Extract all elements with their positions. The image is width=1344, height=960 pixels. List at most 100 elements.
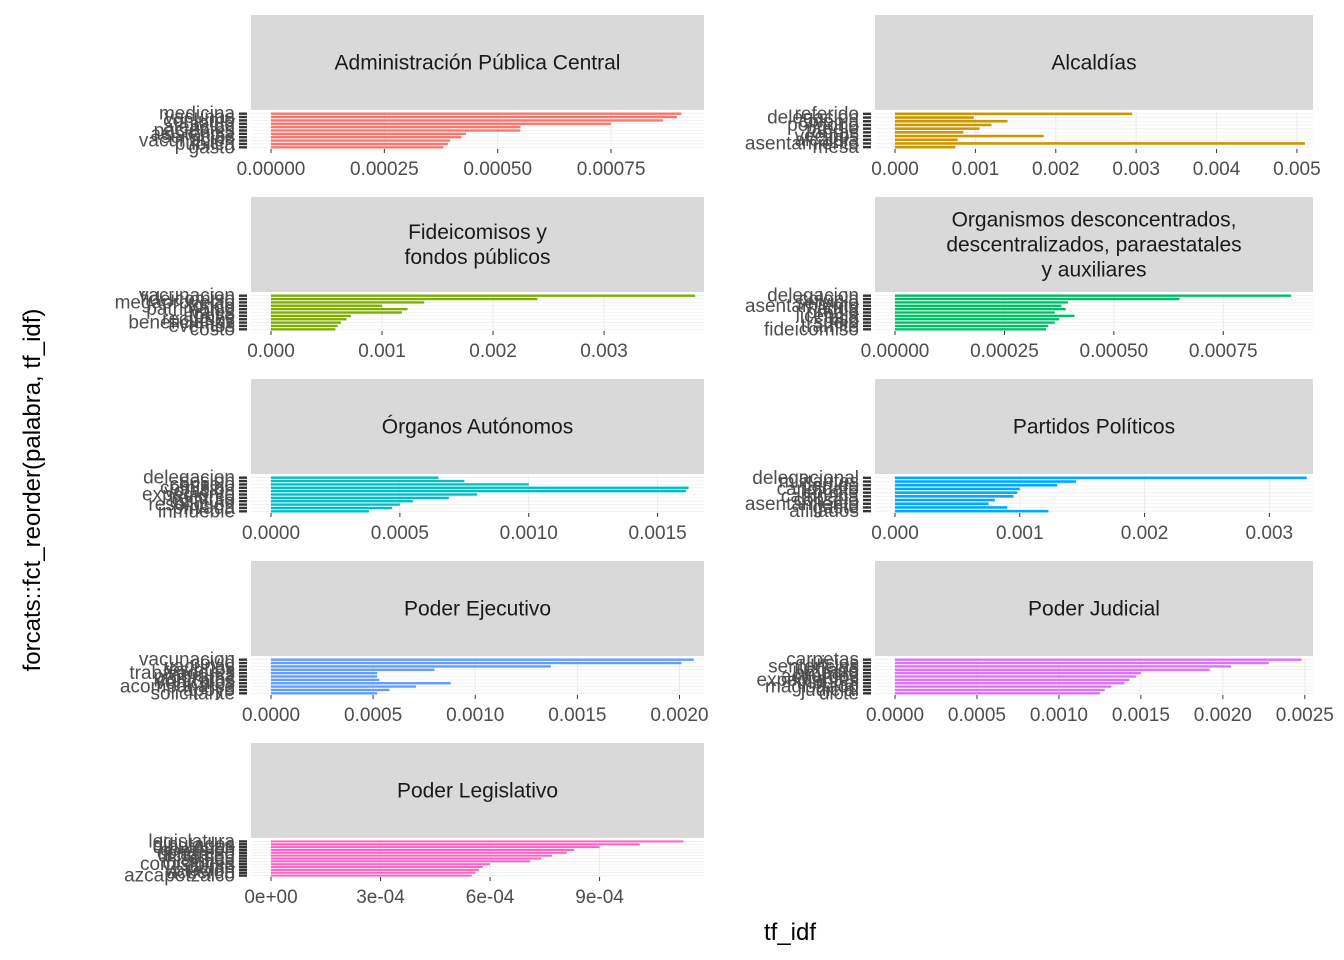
facet-title: Organismos desconcentrados, descentraliza… bbox=[946, 209, 1241, 282]
x-tick-label: 0.00025 bbox=[970, 341, 1039, 362]
x-tick-label: 0.002 bbox=[1032, 159, 1080, 180]
bar bbox=[895, 487, 1020, 491]
x-tick-label: 0.003 bbox=[1246, 523, 1294, 544]
y-tick-label: agua bbox=[817, 299, 860, 320]
x-tick-label: 0.0020 bbox=[1194, 705, 1252, 726]
facet-8: Poder Judicialcarpetasjuiciossentenciasj… bbox=[757, 561, 1334, 726]
bar bbox=[895, 145, 956, 149]
facet-7: Poder Ejecutivo vacunacioncovidvacunasres… bbox=[120, 561, 709, 726]
y-tick-label: votacion bbox=[164, 481, 235, 502]
x-tick-label: 0.00025 bbox=[350, 159, 419, 180]
bar bbox=[271, 132, 466, 136]
facet-1: Administración Pública Centralmedicinava… bbox=[139, 15, 704, 180]
x-tick-label: 0.000 bbox=[871, 523, 919, 544]
y-tick-label: comision bbox=[160, 840, 235, 861]
facet-title: Poder Judicial bbox=[1028, 598, 1160, 621]
x-tick-label: 0.0010 bbox=[1030, 705, 1088, 726]
y-tick-label: vehiculos bbox=[156, 673, 235, 694]
x-tick-label: 0.0015 bbox=[1112, 705, 1170, 726]
x-tick-label: 0e+00 bbox=[244, 887, 297, 908]
y-tick-label: colonia bbox=[799, 289, 860, 310]
y-tick-label: vacunacion bbox=[139, 131, 235, 152]
bar bbox=[895, 668, 1210, 671]
bar bbox=[895, 318, 1060, 321]
bar bbox=[271, 682, 451, 685]
y-tick-label: solicitante bbox=[151, 683, 236, 704]
facet-title: Partidos Políticos bbox=[1013, 416, 1175, 439]
facet-strip bbox=[875, 197, 1313, 292]
bar bbox=[271, 848, 575, 851]
y-tick-label: fideicomiso bbox=[140, 289, 235, 310]
y-tick-label: comision bbox=[160, 478, 235, 499]
bar bbox=[271, 301, 425, 304]
bar bbox=[271, 304, 383, 307]
bar bbox=[271, 489, 686, 493]
y-tick-label: comite bbox=[803, 483, 859, 504]
y-tick-label: sentencias bbox=[768, 656, 859, 677]
y-tick-label: atencion bbox=[163, 117, 235, 138]
bar bbox=[271, 307, 408, 311]
bar bbox=[895, 112, 1133, 116]
bar bbox=[271, 142, 448, 146]
bar bbox=[895, 328, 1047, 331]
y-tick-label: punto bbox=[187, 857, 235, 878]
bar bbox=[895, 119, 1008, 123]
bar bbox=[895, 134, 1044, 138]
facet-4: Organismos desconcentrados, descentraliza… bbox=[745, 197, 1313, 362]
y-tick-label: trabajadores bbox=[129, 663, 235, 684]
bar bbox=[271, 119, 664, 122]
bar bbox=[895, 498, 995, 502]
x-tick-label: 0.0005 bbox=[948, 705, 1006, 726]
bar bbox=[271, 129, 521, 132]
facet-strip bbox=[875, 561, 1313, 656]
y-axis-title: forcats::fct_reorder(palabra, tf_idf) bbox=[19, 309, 46, 672]
bar bbox=[895, 495, 1014, 498]
y-tick-label: juicios bbox=[805, 653, 859, 674]
bar bbox=[271, 125, 521, 129]
bar bbox=[271, 486, 689, 489]
y-tick-label: delegacion bbox=[143, 468, 235, 489]
x-tick-label: 3e-04 bbox=[356, 887, 405, 908]
y-tick-label: tribunal bbox=[797, 673, 859, 694]
bar bbox=[271, 294, 696, 297]
bar bbox=[271, 692, 378, 695]
bar bbox=[895, 483, 1058, 487]
bar bbox=[271, 866, 483, 869]
bar bbox=[895, 307, 1066, 311]
x-tick-label: 0.001 bbox=[358, 341, 406, 362]
y-tick-label: eventos bbox=[168, 316, 235, 337]
x-tick-label: 0.0020 bbox=[650, 705, 708, 726]
y-tick-label: asentamiento bbox=[745, 296, 859, 317]
bar bbox=[271, 328, 336, 331]
bar bbox=[895, 297, 1180, 301]
facet-title: Alcaldías bbox=[1051, 52, 1136, 75]
facet-strip bbox=[875, 379, 1313, 474]
y-tick-label: apoyo bbox=[183, 306, 235, 327]
bar bbox=[271, 843, 640, 846]
bar bbox=[895, 311, 1055, 314]
x-tick-label: 0.0000 bbox=[866, 705, 924, 726]
y-tick-label: votacion bbox=[164, 860, 235, 881]
x-tick-label: 0.00050 bbox=[463, 159, 532, 180]
x-tick-label: 0.0000 bbox=[242, 523, 300, 544]
y-tick-label: comisiones bbox=[140, 854, 235, 875]
y-tick-label: privada bbox=[173, 498, 236, 519]
y-tick-label: resolucion bbox=[148, 495, 235, 516]
y-tick-label: gasto bbox=[189, 137, 235, 158]
y-tick-label: militantes bbox=[779, 472, 859, 493]
x-tick-label: 0.0015 bbox=[629, 523, 687, 544]
x-tick-label: 0.000 bbox=[247, 341, 295, 362]
bar bbox=[895, 692, 1100, 695]
bar bbox=[271, 688, 390, 692]
x-tick-label: 0.003 bbox=[580, 341, 628, 362]
y-tick-label: obras bbox=[811, 122, 859, 143]
bar bbox=[895, 506, 1008, 509]
x-tick-label: 0.0025 bbox=[1276, 705, 1334, 726]
bar bbox=[271, 314, 351, 318]
bar bbox=[271, 854, 553, 857]
x-tick-label: 0.00075 bbox=[577, 159, 646, 180]
y-tick-label: megaproyecto bbox=[115, 292, 235, 313]
y-tick-label: acompanarse bbox=[120, 677, 235, 698]
facet-title: Administración Pública Central bbox=[335, 52, 621, 75]
bar bbox=[895, 480, 1076, 483]
